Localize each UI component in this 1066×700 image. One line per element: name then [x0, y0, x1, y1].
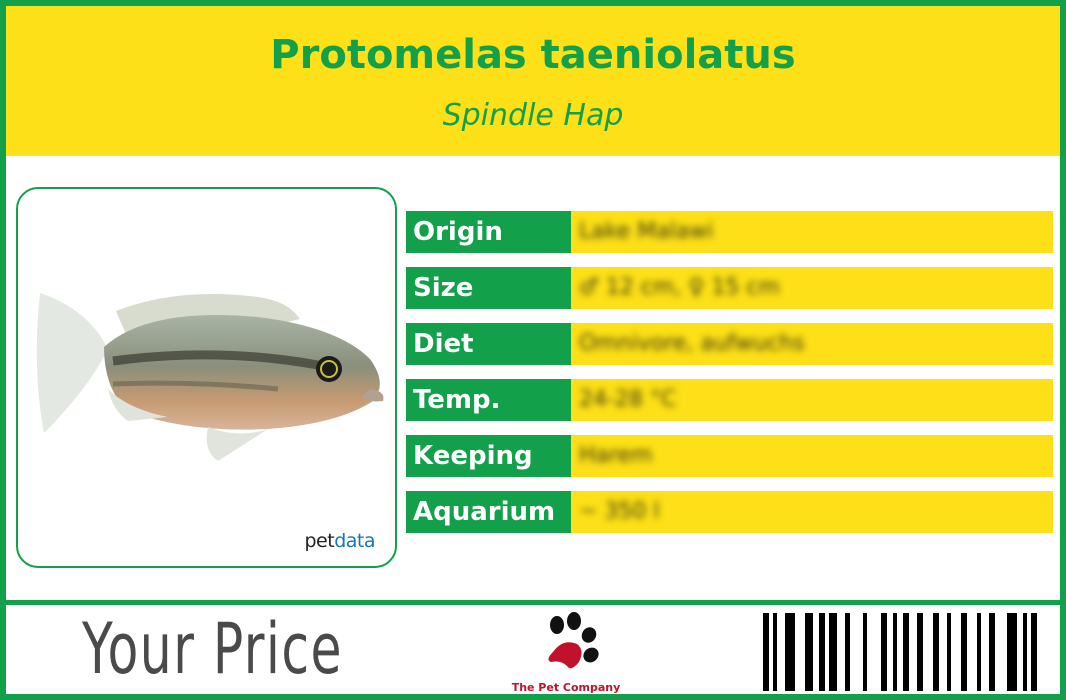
fact-row-size: Size ♂ 12 cm, ♀ 15 cm [406, 267, 1053, 309]
fish-photo-frame: petdata [16, 187, 397, 568]
barcode-bar [1031, 613, 1037, 691]
barcode-bar [961, 613, 967, 691]
fact-value-text: ♂ 12 cm, ♀ 15 cm [579, 275, 780, 300]
fact-label: Aquarium [406, 491, 571, 533]
barcode-bar [763, 613, 769, 691]
company-name: The Pet Company [511, 681, 621, 694]
fact-label: Temp. [406, 379, 571, 421]
footer-divider [6, 600, 1060, 605]
fact-row-origin: Origin Lake Malawi [406, 211, 1053, 253]
fact-label: Keeping [406, 435, 571, 477]
barcode-bar [917, 613, 923, 691]
fact-label: Origin [406, 211, 571, 253]
barcode-bar [893, 613, 897, 691]
fact-value: 24-28 °C [571, 379, 1053, 421]
barcode-bar [1023, 613, 1027, 691]
species-name: Protomelas taeniolatus [270, 32, 796, 78]
fish-image [36, 293, 384, 461]
barcode-bar [829, 613, 837, 691]
fact-value-text: Lake Malawi [579, 219, 714, 244]
fact-value: ~ 350 l [571, 491, 1053, 533]
fact-value-text: 24-28 °C [579, 387, 677, 412]
barcode-bar [989, 613, 995, 691]
price-label: Your Price [82, 608, 343, 690]
barcode-bar [863, 613, 867, 691]
petdata-watermark: petdata [305, 530, 376, 552]
fact-value-text: Harem [579, 443, 653, 468]
fact-value: Lake Malawi [571, 211, 1053, 253]
barcode-bar [881, 613, 887, 691]
barcode-bar [805, 613, 813, 691]
fact-value: ♂ 12 cm, ♀ 15 cm [571, 267, 1053, 309]
common-name: Spindle Hap [442, 98, 624, 133]
card-header: Protomelas taeniolatus Spindle Hap [6, 6, 1060, 156]
barcode-bar [773, 613, 777, 691]
barcode-bar [1007, 613, 1017, 691]
fact-row-temp: Temp. 24-28 °C [406, 379, 1053, 421]
barcode-bar [785, 613, 795, 691]
barcode-bar [933, 613, 939, 691]
barcode-bar [977, 613, 981, 691]
fact-value-text: ~ 350 l [579, 499, 660, 524]
watermark-data: data [334, 530, 375, 552]
fact-row-keeping: Keeping Harem [406, 435, 1053, 477]
barcode-bar [819, 613, 825, 691]
barcode-bar [947, 613, 951, 691]
fact-value-text: Omnivore, aufwuchs [579, 331, 805, 356]
facts-table: Origin Lake Malawi Size ♂ 12 cm, ♀ 15 cm D… [406, 211, 1053, 547]
watermark-pet: pet [304, 530, 335, 552]
barcode-bar [903, 613, 909, 691]
barcode-bar [845, 613, 850, 691]
fact-label: Size [406, 267, 571, 309]
fact-value: Omnivore, aufwuchs [571, 323, 1053, 365]
fact-label: Diet [406, 323, 571, 365]
paw-icon [548, 612, 599, 669]
barcode-icon [763, 613, 1037, 691]
fact-row-aquarium: Aquarium ~ 350 l [406, 491, 1053, 533]
fact-value: Harem [571, 435, 1053, 477]
company-logo: The Pet Company [511, 610, 621, 694]
fact-row-diet: Diet Omnivore, aufwuchs [406, 323, 1053, 365]
